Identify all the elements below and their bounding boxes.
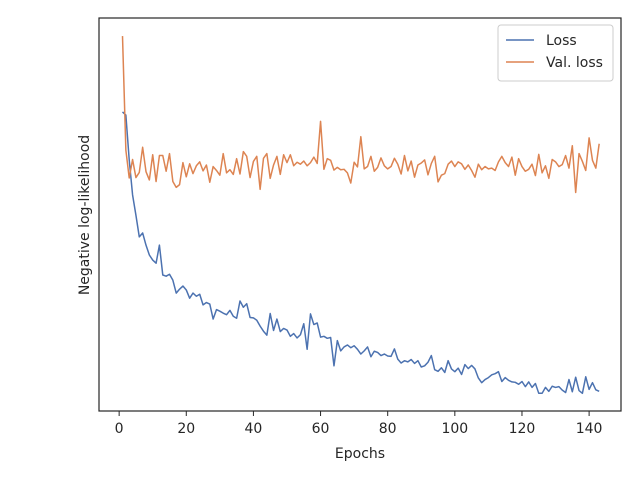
x-tick-label: 20 [177,421,195,437]
legend-label: Val. loss [546,55,603,71]
plot-frame [98,17,622,412]
x-tick-label: 40 [245,421,263,437]
x-tick-label: 100 [441,421,468,437]
x-tick-label: 80 [379,421,397,437]
x-tick-label: 0 [115,421,124,437]
x-tick-label: 120 [509,421,536,437]
x-tick-label: 140 [576,421,603,437]
x-axis-label: Epochs [335,446,385,462]
y-axis-label: Negative log-likelihood [77,135,93,295]
line-series [121,111,600,395]
legend-box [497,24,614,82]
legend-label: Loss [546,33,577,49]
line-series [121,36,600,194]
x-tick-label: 60 [312,421,330,437]
